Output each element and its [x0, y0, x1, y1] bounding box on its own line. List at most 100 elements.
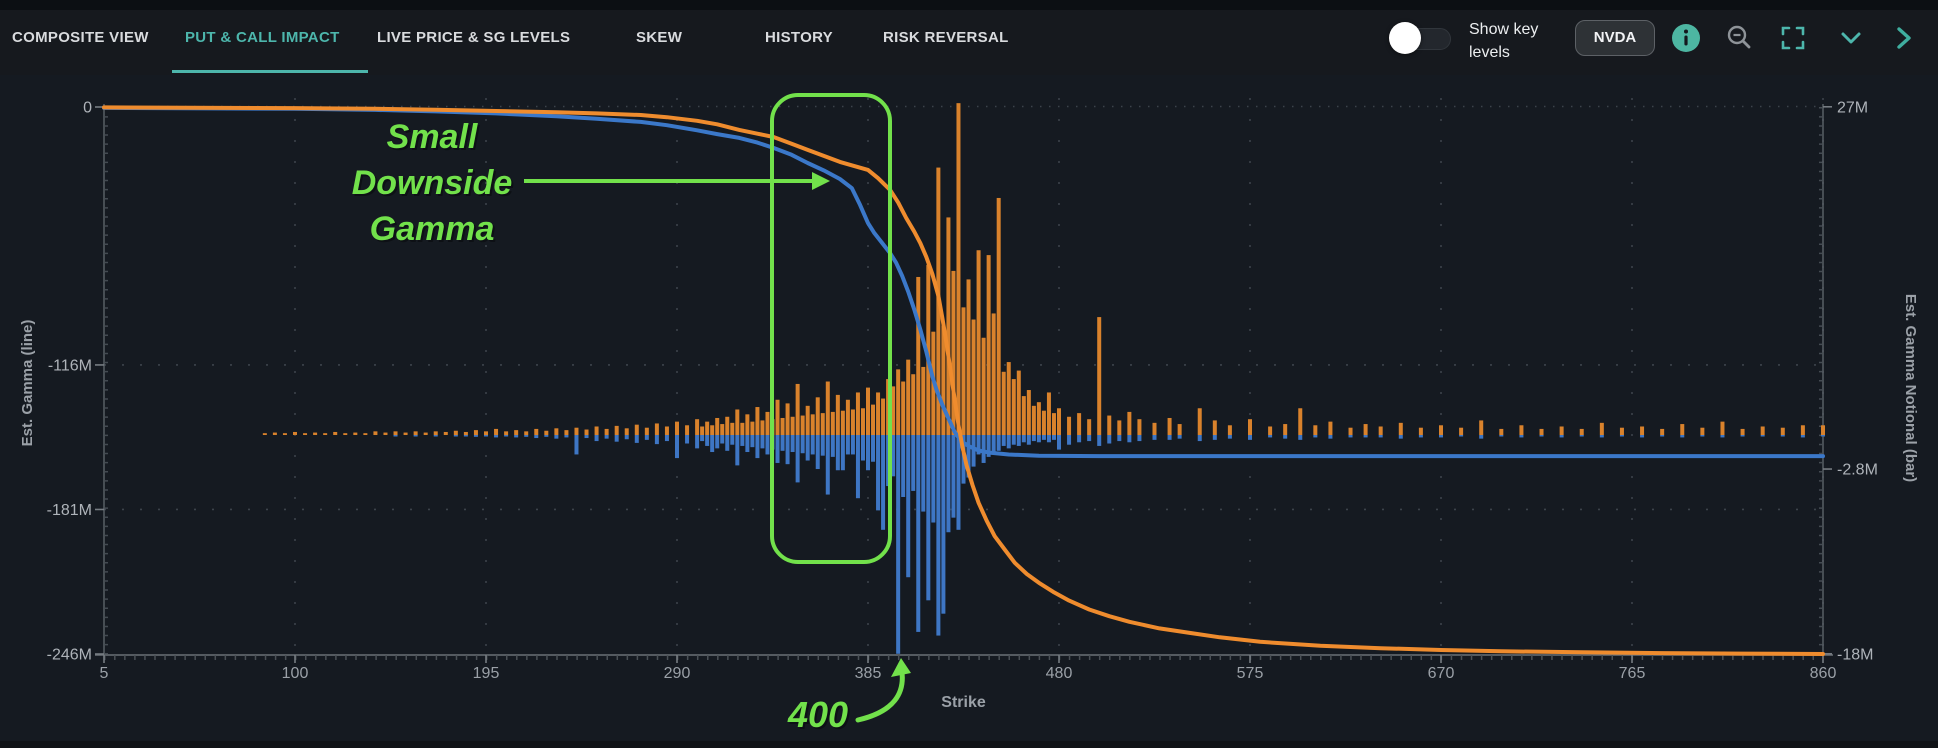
gamma_line_orange[interactable] [102, 105, 1825, 656]
call-bar [1167, 417, 1172, 435]
fullscreen-icon[interactable] [1778, 23, 1808, 53]
svg-text:400: 400 [789, 696, 850, 737]
call-bar [790, 416, 795, 435]
tab-live-price-sg-levels[interactable]: LIVE PRICE & SG LEVELS [377, 29, 571, 46]
call-bar [564, 430, 569, 435]
call-bar [313, 432, 318, 435]
call-bar [1700, 427, 1705, 435]
put-bar [760, 435, 765, 449]
put-bar [986, 435, 991, 457]
call-bar [413, 431, 418, 435]
call-bar [1459, 427, 1464, 435]
put-bar [745, 435, 750, 453]
call-bar [534, 428, 539, 435]
show-key-levels-toggle[interactable] [1389, 22, 1451, 54]
call-bar [433, 431, 438, 435]
put-bar [860, 435, 865, 461]
call-bar [685, 425, 690, 435]
call-bar [800, 415, 805, 435]
call-bar [840, 410, 845, 435]
put-bar [916, 435, 921, 632]
symbol-button[interactable]: NVDA [1575, 20, 1655, 56]
call-bar [695, 419, 700, 435]
put-bar [534, 435, 539, 439]
call-bar [1011, 379, 1016, 435]
put-bar [1821, 435, 1825, 437]
call-bar [1479, 420, 1484, 435]
put-bar [554, 435, 559, 439]
chevron-down-icon[interactable] [1836, 23, 1866, 53]
call-bar [1363, 424, 1368, 435]
call-bar [1559, 426, 1564, 435]
put-bar [805, 435, 810, 461]
put-bar [1398, 435, 1403, 439]
put-bar [1016, 435, 1021, 446]
tab-history[interactable]: HISTORY [765, 29, 833, 46]
call-bar [1051, 413, 1056, 435]
call-bar [1041, 410, 1046, 435]
call-bar [951, 270, 956, 435]
left-axis-title: Est. Gamma (line) [19, 320, 36, 447]
put-bar [654, 435, 659, 445]
put-bar [1328, 435, 1333, 439]
call-bar [443, 431, 448, 435]
put-bar [1313, 435, 1318, 438]
toggle-knob[interactable] [1389, 22, 1421, 54]
call-bar [1177, 424, 1182, 435]
put-bar [1559, 435, 1564, 438]
call-bar [956, 103, 961, 436]
put-bar [1363, 435, 1368, 438]
tab-composite-view[interactable]: COMPOSITE VIEW [12, 29, 149, 46]
put-bar [453, 435, 458, 437]
zoom-out-icon[interactable] [1724, 23, 1754, 53]
call-bar [1212, 420, 1217, 435]
call-bar [901, 381, 906, 435]
call-bar [1378, 426, 1383, 435]
call-bar [1328, 421, 1333, 435]
call-bar [805, 405, 810, 435]
svg-text:Downside: Downside [354, 166, 515, 204]
axes [95, 104, 1833, 663]
put-bar [1117, 435, 1122, 442]
gamma_line_blue[interactable] [102, 105, 1825, 459]
chevron-right-icon[interactable] [1888, 23, 1918, 53]
put-bar [1479, 435, 1484, 439]
put-bar [413, 435, 418, 437]
call-bar [971, 319, 976, 435]
svg-text:-2.8M: -2.8M [1837, 462, 1878, 479]
put-bar [876, 435, 881, 511]
callout-text: Small [387, 118, 479, 156]
put-bar [780, 435, 785, 451]
put-bar [1348, 435, 1353, 438]
svg-text:480: 480 [1046, 665, 1073, 682]
put-bar [644, 435, 649, 440]
tab-skew[interactable]: SKEW [636, 29, 683, 46]
put-bar [840, 435, 845, 471]
svg-text:385: 385 [855, 665, 882, 682]
call-bar [760, 420, 765, 435]
info-icon[interactable] [1671, 23, 1701, 53]
put-bar [1046, 435, 1051, 443]
call-bar [855, 392, 860, 435]
tab-risk-reversal[interactable]: RISK REVERSAL [883, 29, 1009, 46]
call-bar [1127, 411, 1132, 435]
tab-put-call-impact[interactable]: PUT & CALL IMPACT [185, 29, 340, 46]
call-bar [654, 423, 659, 435]
call-bar [1418, 427, 1423, 435]
put-bar [1459, 435, 1464, 437]
call-bar [1619, 427, 1624, 435]
put-bar [574, 435, 579, 455]
call-bar [1760, 426, 1765, 435]
call-bar [1016, 370, 1021, 435]
call-bar [494, 428, 499, 435]
axis-tick-labels: 5 100 195 290 385 480 575 670 765 860 0 -116M -181M -… [19, 99, 1919, 711]
call-bar [860, 408, 865, 435]
call-bar [926, 264, 931, 435]
call-bar [1579, 428, 1584, 435]
call-bar [1298, 408, 1303, 435]
put-bar [1011, 435, 1016, 445]
put-bar [971, 435, 976, 467]
call-bar [333, 431, 338, 435]
call-bar [504, 431, 509, 435]
